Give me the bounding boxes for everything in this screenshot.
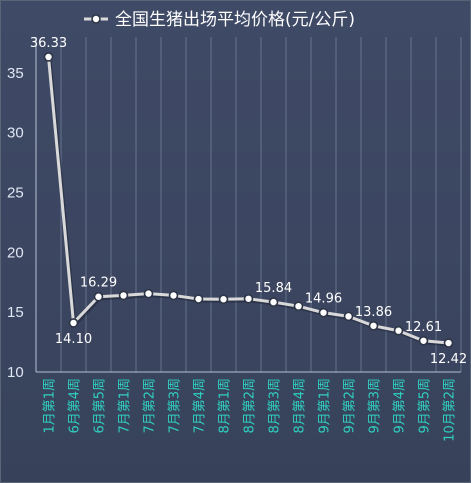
x-tick-label: 8月第4周 (293, 378, 308, 434)
data-point (418, 335, 429, 346)
x-tick-label: 6月第4周 (68, 378, 83, 434)
data-label: 12.61 (405, 320, 442, 335)
data-labels: 36.33 14.10 16.29 15.84 14.96 13.86 12.61 12.42 (30, 36, 467, 367)
x-axis: 1月第1周 6月第4周 6月第5周 7月第1周 7月第2周 7月第3周 7月第4周 8月第1周… (36, 371, 461, 442)
x-tick-label: 6月第5周 (93, 378, 108, 434)
gridlines (35, 37, 462, 372)
data-point (268, 297, 279, 307)
x-tick-label: 1月第1周 (43, 378, 58, 434)
x-tick-label: 9月第2周 (343, 378, 358, 434)
x-tick-label: 7月第3周 (168, 378, 183, 434)
data-label: 13.86 (355, 305, 392, 320)
x-tick-label: 9月第1周 (318, 378, 333, 434)
data-point (218, 294, 229, 305)
x-tick-label: 9月第4周 (393, 378, 408, 434)
data-point (318, 307, 329, 318)
data-point (68, 318, 79, 328)
x-tick-label: 7月第4周 (193, 378, 208, 434)
y-axis: 10 15 20 25 30 35 (7, 37, 37, 381)
x-tick-label: 7月第1周 (118, 378, 133, 434)
data-point (193, 294, 204, 304)
x-tick-label: 8月第1周 (218, 378, 233, 434)
series-line-group (43, 52, 454, 348)
data-point (168, 290, 179, 301)
legend-series-name: 全国生猪出场平均价格(元/公斤) (115, 10, 355, 30)
data-point (118, 290, 129, 301)
data-point (243, 293, 254, 304)
data-point (293, 301, 304, 311)
legend-marker (91, 14, 101, 24)
data-label: 15.84 (255, 281, 292, 296)
data-label: 12.42 (430, 352, 467, 367)
y-tick-label: 15 (7, 304, 24, 321)
legend: 全国生猪出场平均价格(元/公斤) (84, 10, 355, 30)
data-point (368, 321, 379, 331)
x-tick-label: 9月第3周 (368, 378, 383, 434)
data-point (343, 311, 354, 322)
x-tick-label: 9月第5周 (418, 378, 433, 434)
data-label: 14.10 (55, 332, 92, 347)
y-tick-label: 25 (7, 185, 24, 202)
data-point (393, 325, 404, 336)
data-label: 36.33 (30, 36, 67, 51)
y-tick-label: 35 (7, 65, 24, 82)
data-label: 14.96 (305, 292, 342, 307)
x-tick-label: 8月第2周 (243, 378, 258, 434)
data-point (443, 338, 454, 348)
y-tick-label: 30 (7, 125, 24, 142)
data-label: 16.29 (80, 276, 117, 291)
data-point (93, 291, 104, 302)
y-tick-label: 20 (7, 244, 24, 261)
y-tick-label: 10 (7, 364, 24, 381)
x-tick-label: 7月第2周 (143, 378, 158, 434)
data-point (43, 52, 54, 62)
data-point (143, 288, 154, 299)
x-tick-label: 8月第3周 (268, 378, 283, 434)
x-tick-label: 10月第2周 (443, 378, 458, 442)
